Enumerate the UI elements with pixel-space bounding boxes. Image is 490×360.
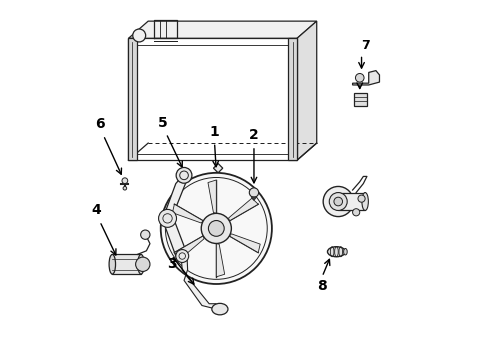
Polygon shape xyxy=(229,198,258,221)
Circle shape xyxy=(355,73,364,82)
Polygon shape xyxy=(229,234,260,253)
Polygon shape xyxy=(174,236,204,258)
Ellipse shape xyxy=(327,247,345,257)
Ellipse shape xyxy=(343,248,347,255)
Circle shape xyxy=(176,249,189,262)
Polygon shape xyxy=(297,21,317,160)
Circle shape xyxy=(123,186,126,190)
Circle shape xyxy=(334,197,343,206)
Polygon shape xyxy=(214,163,223,173)
Text: 1: 1 xyxy=(210,125,220,139)
Polygon shape xyxy=(208,180,216,213)
Circle shape xyxy=(159,210,176,227)
Circle shape xyxy=(208,221,224,236)
Polygon shape xyxy=(128,21,317,39)
Circle shape xyxy=(249,188,259,197)
Circle shape xyxy=(323,186,353,217)
Polygon shape xyxy=(353,71,379,85)
Text: 4: 4 xyxy=(91,203,101,217)
Circle shape xyxy=(329,193,347,211)
Polygon shape xyxy=(128,39,137,160)
Circle shape xyxy=(166,177,267,279)
Text: 8: 8 xyxy=(317,279,327,293)
Polygon shape xyxy=(354,93,367,106)
Circle shape xyxy=(133,29,146,42)
Polygon shape xyxy=(172,204,203,223)
Circle shape xyxy=(353,209,360,216)
Text: 7: 7 xyxy=(361,39,369,52)
Text: 3: 3 xyxy=(167,257,176,271)
Ellipse shape xyxy=(138,255,144,274)
Polygon shape xyxy=(251,197,257,201)
Circle shape xyxy=(176,167,192,183)
Text: 6: 6 xyxy=(95,117,104,131)
Ellipse shape xyxy=(109,255,116,274)
Ellipse shape xyxy=(212,303,228,315)
Polygon shape xyxy=(112,255,141,274)
Circle shape xyxy=(141,230,150,239)
Polygon shape xyxy=(288,39,297,160)
Text: 2: 2 xyxy=(249,128,259,142)
Circle shape xyxy=(122,178,128,184)
Circle shape xyxy=(201,213,231,243)
Text: 5: 5 xyxy=(158,116,168,130)
Circle shape xyxy=(136,257,150,271)
Polygon shape xyxy=(338,193,365,211)
Circle shape xyxy=(161,173,272,284)
Circle shape xyxy=(358,195,365,202)
Ellipse shape xyxy=(362,193,368,211)
Polygon shape xyxy=(163,178,188,259)
Polygon shape xyxy=(216,243,224,277)
Polygon shape xyxy=(181,253,216,309)
